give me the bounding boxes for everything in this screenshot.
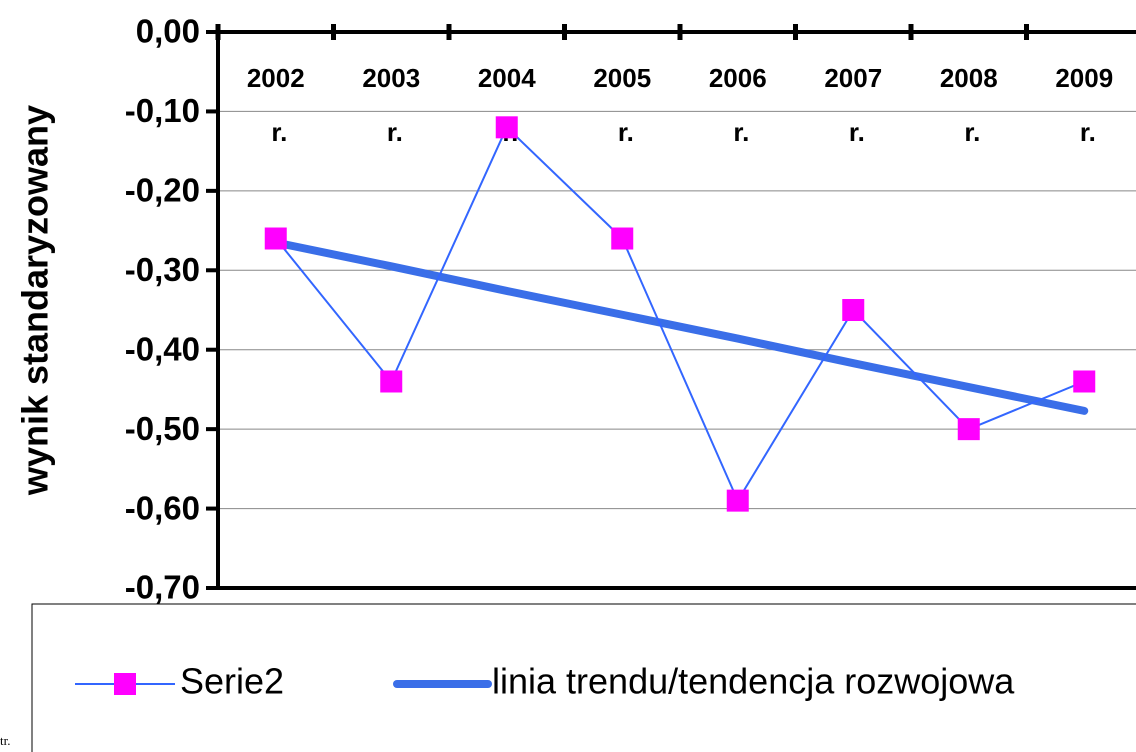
y-tick-label: -0,40 [125,330,200,367]
series-line [274,125,1086,503]
y-tick-label: -0,20 [125,172,200,209]
marker [495,116,518,139]
x-tick-label: 2009 r. [1055,63,1113,147]
x-tick-label: 2005 r. [593,63,651,147]
y-tick-label: -0,30 [125,251,200,288]
y-tick-label: -0,60 [125,489,200,526]
marker [611,227,634,250]
annotation: tr. [0,733,10,748]
trend-line [271,238,1089,415]
y-tick-label: -0,10 [125,92,200,129]
legend-marker [114,673,136,695]
marker [842,299,865,321]
marker [957,418,980,441]
marker [380,370,403,393]
marker [726,489,749,512]
marker [264,227,287,250]
y-axis-label: wynik standaryzowany [15,105,56,496]
y-tick-label: 0,00 [136,13,200,50]
x-tick-label: 2007 r. [824,63,882,147]
x-tick-label: 2003 r. [362,63,420,147]
legend-label: Serie2 [180,661,284,702]
legend-box [31,603,1136,752]
legend-label: linia trendu/tendencja rozwojowa [492,661,1015,702]
y-tick-label: -0,70 [125,569,200,606]
x-tick-label: 2008 r. [940,63,998,147]
marker [1073,370,1096,393]
x-tick-label: 2006 r. [709,63,767,147]
y-tick-label: -0,50 [125,410,200,447]
x-tick-label: 2002 r. [247,63,305,147]
